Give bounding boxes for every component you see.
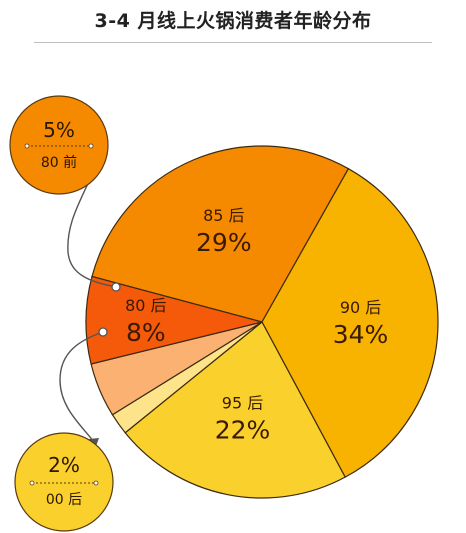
callout-top-name: 80 前 [41,154,77,171]
slice-name-label-2: 95 后 [222,394,263,413]
pie-slice-5 [85,275,263,365]
callout-top: 5% 80 前 [9,95,109,195]
pie-slice-2 [124,321,346,499]
callout-top-pct: 5% [43,118,75,142]
leader-dot-bottom [98,327,108,337]
leader-line-bottom [59,331,104,443]
pie-slices [85,145,439,499]
pie-slice-0 [91,145,350,323]
pie-slice-1 [261,167,439,478]
slice-name-label-1: 90 后 [340,298,381,317]
callout-bottom: 2% 00 后 [14,432,114,532]
callout-bottom-name: 00 后 [46,492,82,508]
slice-name-label-0: 85 后 [203,206,244,225]
slice-pct-label-2: 22% [215,416,271,445]
chart-title: 3-4 月线上火锅消费者年龄分布 [94,10,372,32]
slice-pct-label-0: 29% [196,228,252,257]
leader-dot-top [111,282,121,292]
pie-labels: 85 后 29% 90 后 34% 95 后 22% 80 后 8% [125,206,388,444]
leader-line-top [67,166,117,288]
callout-bottom-pct: 2% [48,453,80,477]
title-divider [34,42,432,43]
slice-pct-label-1: 34% [333,320,389,349]
slice-pct-label-5: 8% [126,318,166,347]
slice-name-label-5: 80 后 [125,296,166,315]
